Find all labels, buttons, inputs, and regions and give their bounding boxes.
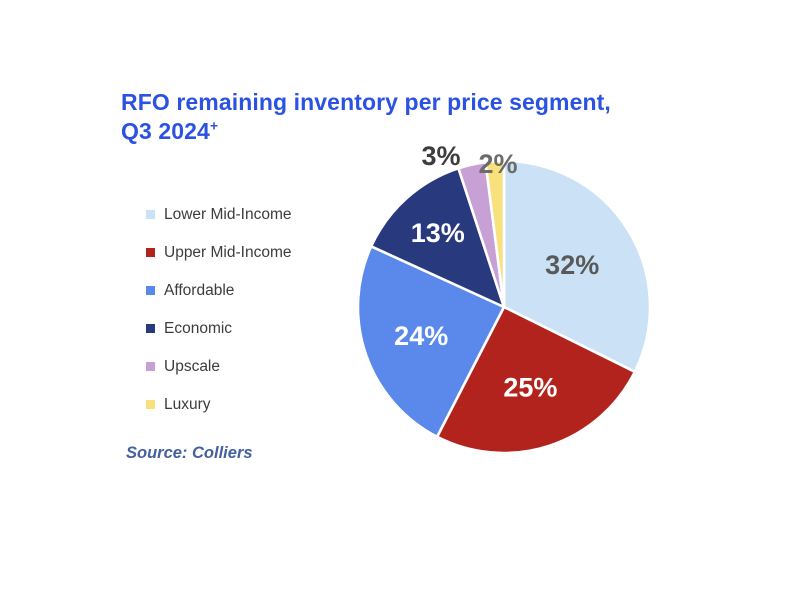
legend-item: Lower Mid-Income [146, 206, 292, 223]
legend-item: Economic [146, 320, 292, 337]
legend-label: Upscale [164, 357, 220, 375]
pie-slice [484, 159, 506, 309]
legend-swatch [146, 400, 155, 409]
legend-swatch [146, 362, 155, 371]
source-text: Source: Colliers [126, 444, 253, 462]
pie-label: 2% [478, 149, 517, 179]
legend-item: Upscale [146, 358, 292, 375]
pie-label: 24% [394, 321, 448, 351]
legend-label: Affordable [164, 281, 235, 299]
legend-swatch [146, 324, 155, 333]
chart-title-superscript: + [209, 117, 219, 133]
legend-swatch [146, 210, 155, 219]
source-note: Source: Colliers [126, 444, 253, 463]
pie-label: 3% [421, 141, 460, 171]
pie-label: 25% [503, 373, 557, 403]
legend: Lower Mid-Income Upper Mid-Income Affordab… [146, 206, 292, 413]
legend-swatch [146, 286, 155, 295]
chart-title-line2: Q3 2024 [121, 117, 210, 144]
legend-item: Affordable [146, 282, 292, 299]
pie-label: 13% [411, 218, 465, 248]
legend-label: Economic [164, 319, 233, 337]
chart-title: RFO remaining inventory per price segmen… [121, 88, 701, 145]
legend-label: Lower Mid-Income [164, 205, 292, 223]
pie-slice [369, 166, 506, 309]
pie-label: 32% [545, 250, 599, 280]
legend-item: Luxury [146, 396, 292, 413]
pie-slice [502, 159, 652, 374]
legend-label: Luxury [164, 395, 211, 413]
chart-title-line1: RFO remaining inventory per price segmen… [121, 89, 611, 115]
pie-slice [356, 245, 506, 439]
legend-label: Upper Mid-Income [164, 243, 292, 261]
legend-swatch [146, 248, 155, 257]
legend-item: Upper Mid-Income [146, 244, 292, 261]
